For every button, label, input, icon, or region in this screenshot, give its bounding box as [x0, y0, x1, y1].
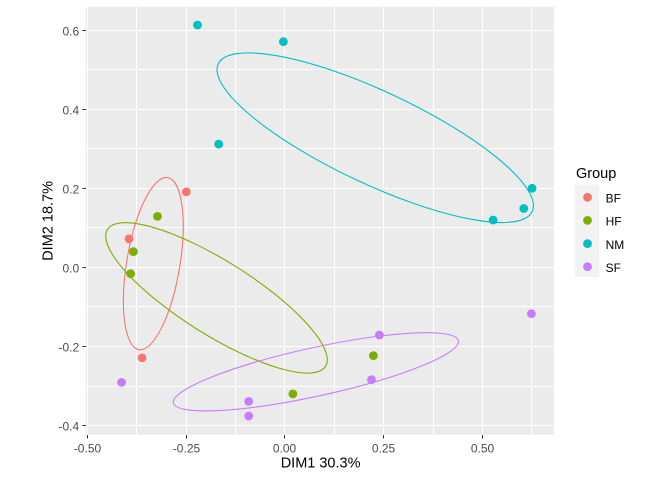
svg-text:BF: BF — [606, 192, 621, 206]
svg-text:0.6: 0.6 — [63, 25, 80, 39]
svg-text:0.2: 0.2 — [63, 183, 80, 197]
svg-text:0.0: 0.0 — [63, 262, 80, 276]
svg-text:-0.50: -0.50 — [74, 442, 102, 456]
svg-text:0.4: 0.4 — [63, 104, 80, 118]
svg-text:HF: HF — [606, 215, 622, 229]
svg-text:-0.4: -0.4 — [59, 420, 80, 434]
svg-text:0.00: 0.00 — [273, 442, 297, 456]
svg-text:0.25: 0.25 — [372, 442, 396, 456]
svg-text:-0.25: -0.25 — [173, 442, 201, 456]
svg-text:-0.2: -0.2 — [59, 341, 80, 355]
svg-text:Group: Group — [576, 166, 616, 182]
svg-text:0.50: 0.50 — [471, 442, 495, 456]
svg-text:NM: NM — [606, 238, 625, 252]
svg-text:SF: SF — [606, 261, 621, 275]
svg-text:DIM2 18.7%: DIM2 18.7% — [41, 181, 57, 261]
svg-text:DIM1 30.3%: DIM1 30.3% — [281, 456, 361, 472]
